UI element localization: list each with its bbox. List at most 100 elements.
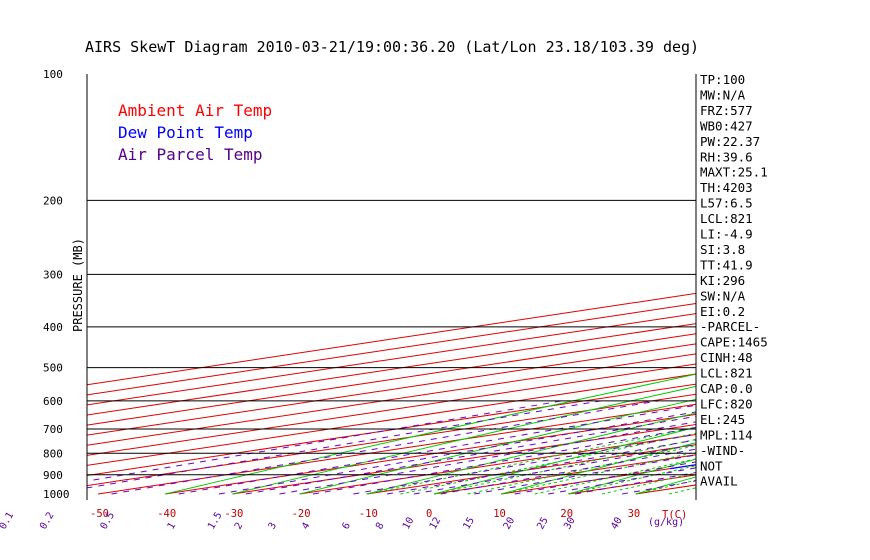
legend-air-parcel-temp: Air Parcel Temp <box>118 145 263 164</box>
mixing-ratio-tick-label: 30 <box>562 516 578 532</box>
moist-adiabat-line <box>366 426 696 495</box>
index-item: SI:3.8 <box>700 242 745 257</box>
isotherm-line <box>87 393 696 487</box>
bottom-temp-tick-label: -50 <box>90 508 109 520</box>
isotherm-line <box>87 333 696 426</box>
pressure-tick-label: 600 <box>43 395 63 408</box>
dry-adiabat-line <box>433 426 696 495</box>
mixing-ratio-tick-label: 10 <box>401 516 417 532</box>
dry-adiabat-line <box>501 442 696 495</box>
mixing-ratio-tick-label: 20 <box>502 516 518 532</box>
isotherm-line <box>87 343 696 436</box>
pressure-tick-label: 200 <box>43 194 63 207</box>
index-item: TP:100 <box>700 72 745 87</box>
bottom-temp-tick-label: -20 <box>292 508 311 520</box>
mixing-ratio-tick-label: 4 <box>300 521 313 532</box>
mixing-ratio-tick-label: 2 <box>233 521 246 532</box>
index-item: EI:0.2 <box>700 304 745 319</box>
index-item: -WIND- <box>700 443 745 458</box>
mixing-ratio-line <box>474 454 696 495</box>
bottom-temp-tick-label: 0 <box>426 508 432 520</box>
mixing-ratio-line <box>575 471 696 495</box>
isotherm-line <box>232 423 696 495</box>
mixing-ratio-line <box>87 400 601 489</box>
pressure-tick-label: 100 <box>43 68 63 81</box>
bottom-temp-tick-label: -30 <box>224 508 243 520</box>
mixing-ratio-unit: (g/kg) <box>648 517 684 528</box>
dry-adiabat-line <box>366 412 696 495</box>
mixing-ratio-line <box>218 411 696 495</box>
dry-adiabat-line <box>568 458 696 495</box>
index-item: CAP:0.0 <box>700 381 753 396</box>
moist-adiabat-line <box>501 451 696 495</box>
dry-adiabat-line <box>299 398 696 495</box>
mixing-ratio-line <box>548 467 696 495</box>
mixing-ratio-tick-label: 3 <box>267 521 280 532</box>
dry-adiabat-line <box>770 74 870 494</box>
chart-title: AIRS SkewT Diagram 2010-03-21/19:00:36.2… <box>85 38 699 56</box>
index-item: FRZ:577 <box>700 103 753 118</box>
grid-lines <box>87 74 870 495</box>
bottom-temp-tick-label: 20 <box>560 508 573 520</box>
legend: Ambient Air Temp Dew Point Temp Air Parc… <box>118 101 272 164</box>
index-item: WB0:427 <box>700 118 753 133</box>
mixing-ratio-tick-label: 1.5 <box>206 510 225 531</box>
stability-indices: TP:100MW:N/AFRZ:577WB0:427PW:22.37RH:39.… <box>700 72 768 489</box>
moist-adiabat-line <box>467 445 696 495</box>
index-item: KI:296 <box>700 273 745 288</box>
bottom-temp-tick-label: -10 <box>359 508 378 520</box>
index-item: NOT <box>700 458 723 473</box>
x-axis-label: T(C) <box>662 509 687 521</box>
mixing-ratio-line <box>87 400 563 482</box>
index-item: PW:22.37 <box>700 134 760 149</box>
isotherm-line <box>87 373 696 466</box>
mixing-ratio-tick-label: 0.1 <box>0 510 16 531</box>
y-axis-label: PRESSURE (MB) <box>71 238 85 332</box>
mixing-ratio-tick-label: 40 <box>609 516 625 532</box>
mixing-ratio-line <box>514 461 696 495</box>
index-item: -PARCEL- <box>700 319 760 334</box>
moist-adiabat-line <box>568 465 696 495</box>
mixing-ratio-tick-label: 15 <box>461 516 477 532</box>
index-item: AVAIL <box>700 474 738 489</box>
pressure-tick-label: 500 <box>43 362 63 375</box>
isotherm-line <box>837 74 870 494</box>
mixing-ratio-tick-label: 1 <box>166 521 179 532</box>
bottom-temp-tick-label: 30 <box>628 508 641 520</box>
index-item: MW:N/A <box>700 87 746 102</box>
index-item: LI:-4.9 <box>700 227 753 242</box>
pressure-tick-label: 1000 <box>43 488 70 501</box>
moist-adiabat-line <box>433 438 696 495</box>
mixing-ratio-tick-label: 0.2 <box>38 510 57 531</box>
mixing-ratio-line <box>413 444 696 495</box>
index-item: TT:41.9 <box>700 257 753 272</box>
index-item: CINH:48 <box>700 350 753 365</box>
isotherm-line <box>770 74 870 494</box>
mixing-ratio-tick-label: 6 <box>340 521 353 532</box>
pressure-tick-label: 400 <box>43 321 63 334</box>
isotherm-line <box>87 383 696 476</box>
legend-ambient-air-temp: Ambient Air Temp <box>118 101 272 120</box>
pressure-tick-label: 700 <box>43 423 63 436</box>
index-item: EL:245 <box>700 412 745 427</box>
pressure-tick-label: 800 <box>43 447 63 460</box>
index-item: MAXT:25.1 <box>700 165 768 180</box>
mixing-ratio-tick-label: 12 <box>428 516 444 532</box>
bottom-temp-tick-label: 10 <box>493 508 506 520</box>
mixing-ratio-line <box>440 448 696 495</box>
legend-dew-point-temp: Dew Point Temp <box>118 123 253 142</box>
index-item: MPL:114 <box>700 427 753 442</box>
isotherm-line <box>87 363 696 456</box>
isotherm-line <box>87 353 696 446</box>
isotherm-line <box>165 413 696 495</box>
axes <box>86 74 697 500</box>
index-item: L57:6.5 <box>700 196 753 211</box>
index-item: RH:39.6 <box>700 149 753 164</box>
index-item: LCL:821 <box>700 366 753 381</box>
dry-adiabat-line <box>837 74 870 494</box>
pressure-tick-label: 900 <box>43 469 63 482</box>
pressure-tick-label: 300 <box>43 268 63 281</box>
mixing-ratio-line <box>111 400 659 495</box>
bottom-temp-tick-label: -40 <box>157 508 176 520</box>
